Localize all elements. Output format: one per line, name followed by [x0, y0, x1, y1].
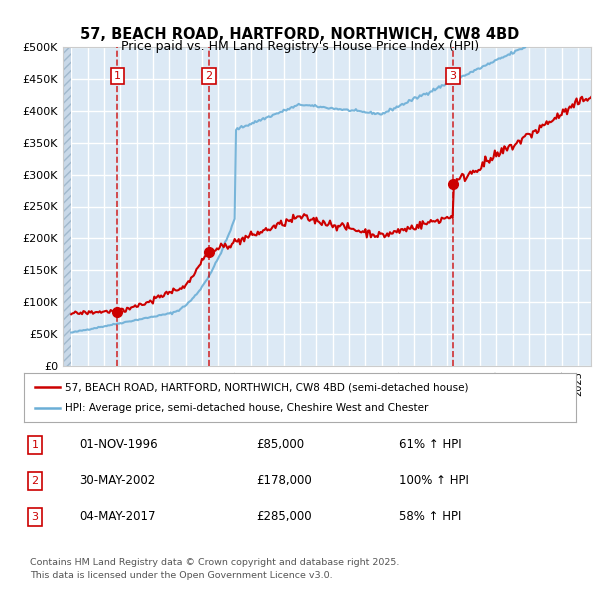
Text: 2: 2 [205, 71, 212, 81]
Text: Price paid vs. HM Land Registry's House Price Index (HPI): Price paid vs. HM Land Registry's House … [121, 40, 479, 53]
Text: 3: 3 [32, 512, 38, 522]
Text: 58% ↑ HPI: 58% ↑ HPI [400, 510, 462, 523]
Text: £178,000: £178,000 [256, 474, 311, 487]
Text: £85,000: £85,000 [256, 438, 304, 451]
Text: 01-NOV-1996: 01-NOV-1996 [79, 438, 158, 451]
Text: 100% ↑ HPI: 100% ↑ HPI [400, 474, 469, 487]
Text: 30-MAY-2002: 30-MAY-2002 [79, 474, 155, 487]
Text: 1: 1 [114, 71, 121, 81]
Text: 57, BEACH ROAD, HARTFORD, NORTHWICH, CW8 4BD (semi-detached house): 57, BEACH ROAD, HARTFORD, NORTHWICH, CW8… [65, 382, 469, 392]
Text: 57, BEACH ROAD, HARTFORD, NORTHWICH, CW8 4BD: 57, BEACH ROAD, HARTFORD, NORTHWICH, CW8… [80, 27, 520, 41]
Text: Contains HM Land Registry data © Crown copyright and database right 2025.: Contains HM Land Registry data © Crown c… [30, 558, 400, 566]
Text: 1: 1 [32, 440, 38, 450]
Text: HPI: Average price, semi-detached house, Cheshire West and Chester: HPI: Average price, semi-detached house,… [65, 404, 429, 414]
Text: 04-MAY-2017: 04-MAY-2017 [79, 510, 156, 523]
Bar [63, 47, 71, 366]
Text: This data is licensed under the Open Government Licence v3.0.: This data is licensed under the Open Gov… [30, 571, 332, 579]
Text: 61% ↑ HPI: 61% ↑ HPI [400, 438, 462, 451]
Text: 2: 2 [31, 476, 38, 486]
Text: 3: 3 [449, 71, 456, 81]
Text: £285,000: £285,000 [256, 510, 311, 523]
